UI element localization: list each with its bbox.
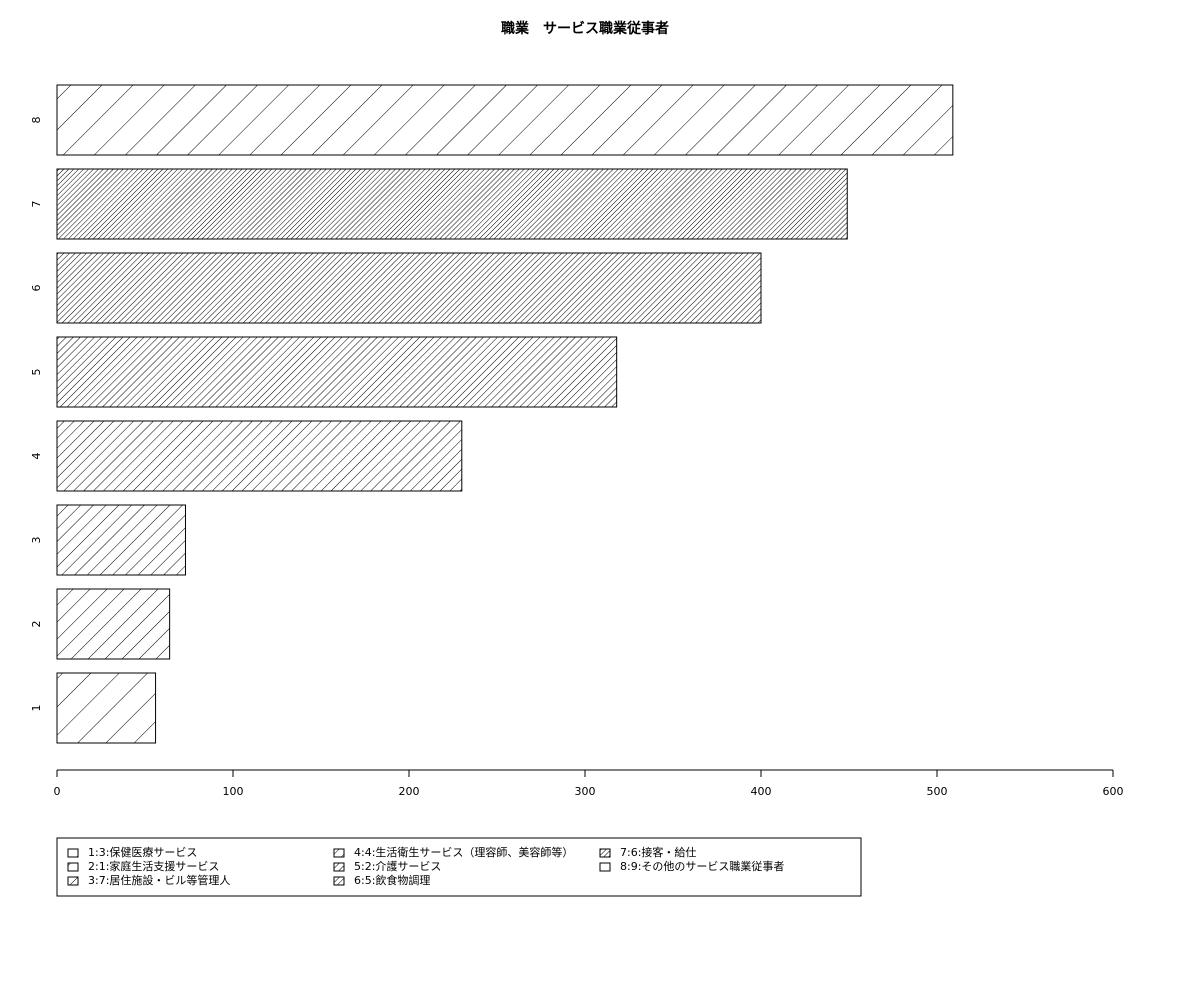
y-tick-label: 7 [30, 201, 43, 208]
y-tick-label: 3 [30, 537, 43, 544]
legend-swatch [67, 876, 79, 886]
bar [56, 420, 463, 492]
legend-label: 3:7:居住施設・ビル等管理人 [88, 873, 230, 887]
bar [56, 252, 762, 324]
legend-label: 7:6:接客・給仕 [620, 845, 696, 859]
y-tick-label: 6 [30, 285, 43, 292]
y-tick-label: 2 [30, 621, 43, 628]
legend-label: 8:9:その他のサービス職業従事者 [620, 860, 784, 873]
legend-label: 5:2:介護サービス [354, 859, 441, 873]
x-tick-label: 400 [751, 785, 772, 798]
x-tick-label: 100 [223, 785, 244, 798]
legend-label: 1:3:保健医療サービス [88, 845, 197, 859]
bar [56, 168, 848, 240]
x-tick-label: 500 [927, 785, 948, 798]
bar [56, 84, 954, 156]
legend-swatch [333, 862, 345, 872]
bar [56, 672, 157, 744]
legend-swatch [599, 848, 611, 858]
legend-swatch [333, 848, 345, 858]
x-tick-label: 600 [1103, 785, 1124, 798]
bar [56, 336, 618, 408]
legend-box [56, 837, 862, 897]
x-tick-label: 300 [575, 785, 596, 798]
legend-swatch [67, 848, 79, 858]
y-tick-label: 1 [30, 705, 43, 712]
chart-title: 職業 サービス職業従事者 [501, 20, 669, 37]
legend-swatch [67, 862, 79, 872]
legend-swatch [599, 862, 611, 872]
bar [56, 588, 171, 660]
y-tick-label: 5 [30, 369, 43, 376]
legend-swatch [333, 876, 345, 886]
bar [56, 504, 186, 576]
legend-label: 2:1:家庭生活支援サービス [88, 859, 219, 873]
y-tick-label: 8 [30, 117, 43, 124]
y-tick-label: 4 [30, 453, 43, 460]
x-tick-label: 0 [54, 785, 61, 798]
x-tick-label: 200 [399, 785, 420, 798]
legend-label: 4:4:生活衛生サービス（理容師、美容師等） [354, 845, 573, 859]
legend-label: 6:5:飲食物調理 [354, 873, 430, 887]
